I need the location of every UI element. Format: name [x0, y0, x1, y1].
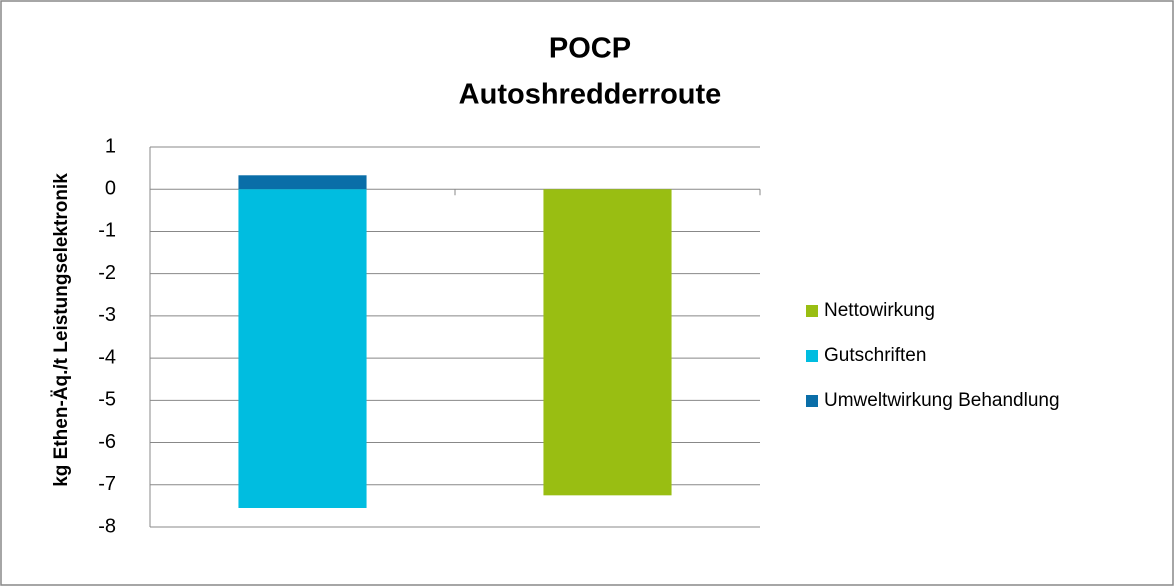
legend-swatch — [806, 395, 818, 407]
y-axis-label: kg Ethen-Äq./t Leistungselektronik — [51, 173, 72, 487]
y-tick-label: -2 — [98, 262, 116, 284]
bar — [238, 189, 367, 508]
bar — [543, 189, 672, 496]
chart-subtitle: Autoshredderroute — [459, 79, 722, 111]
legend-label: Nettowirkung — [824, 300, 935, 321]
y-tick-label: -7 — [98, 473, 116, 495]
y-tick-label: -5 — [98, 389, 116, 411]
y-tick-label: -1 — [98, 220, 116, 242]
legend-label: Gutschriften — [824, 345, 926, 366]
legend-label: Umweltwirkung Behandlung — [824, 390, 1060, 411]
y-tick-label: -4 — [98, 346, 116, 368]
y-tick-label: 1 — [105, 135, 116, 157]
y-tick-label: 0 — [105, 178, 116, 200]
legend-swatch — [806, 305, 818, 317]
legend-swatch — [806, 350, 818, 362]
chart-title: POCP — [549, 33, 631, 65]
y-tick-label: -3 — [98, 304, 116, 326]
bar — [238, 175, 367, 190]
y-tick-label: -6 — [98, 431, 116, 453]
y-tick-label: -8 — [98, 515, 116, 537]
